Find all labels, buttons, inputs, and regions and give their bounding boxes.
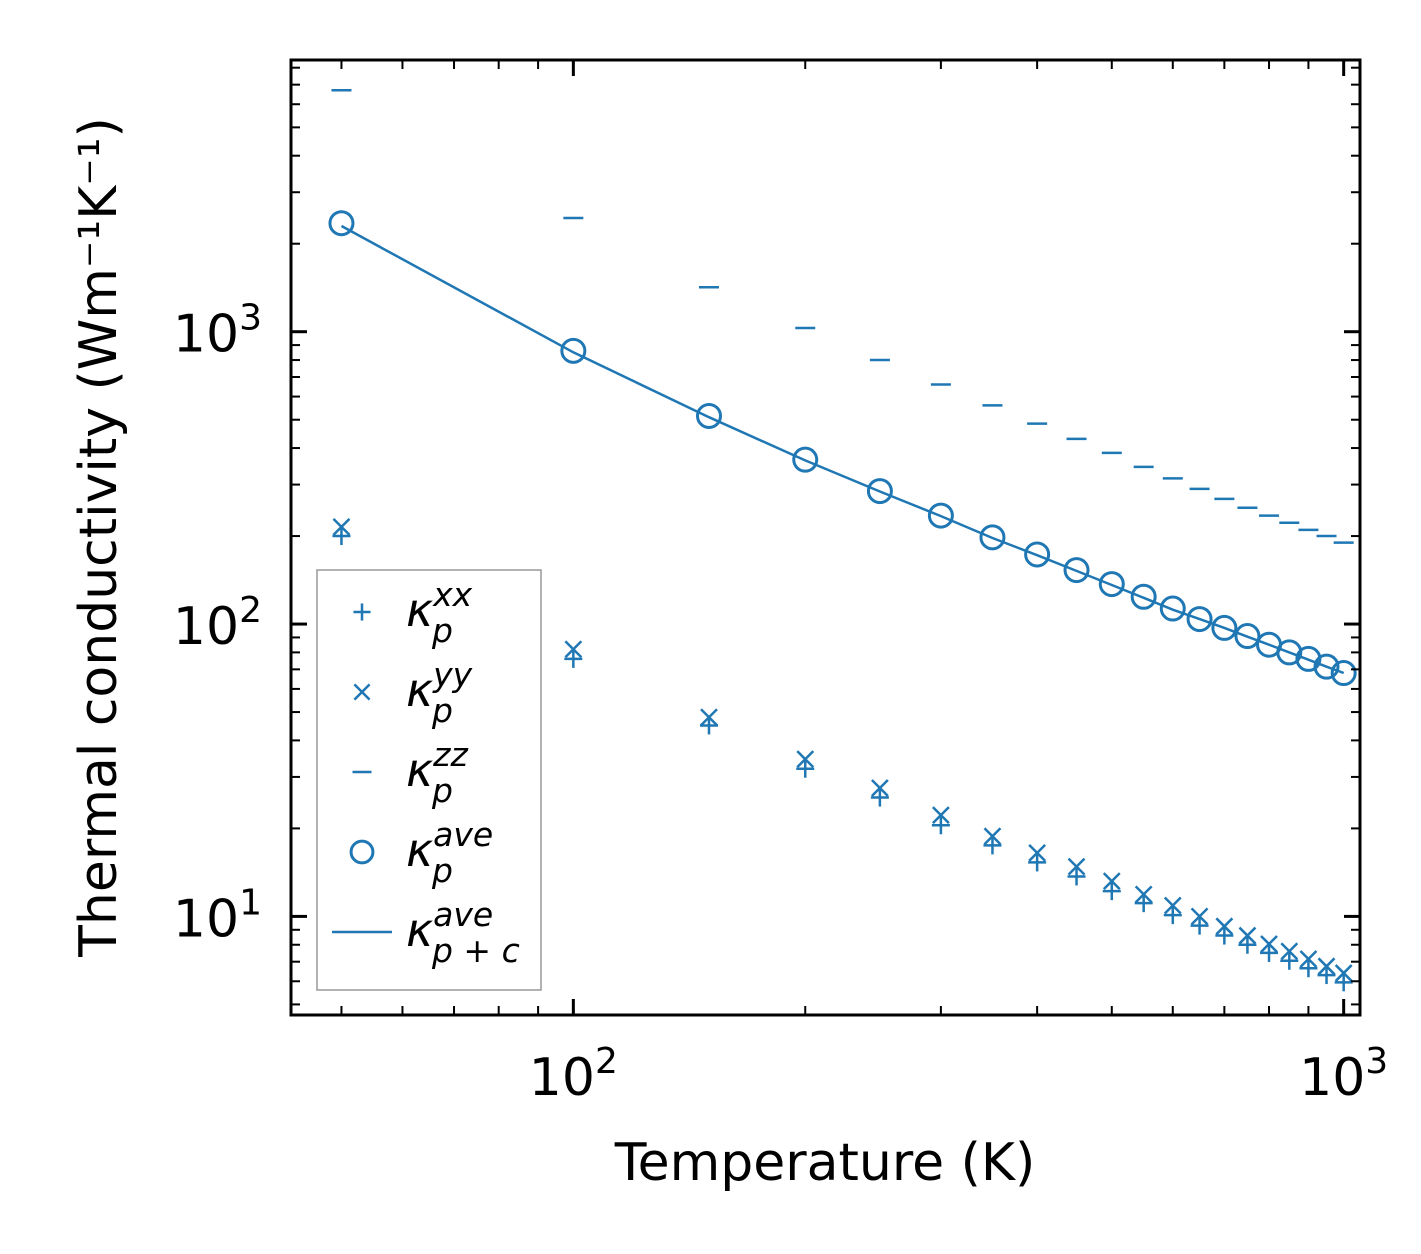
- data-point-s1-18: [1317, 957, 1336, 976]
- data-point-s0-8: [1067, 867, 1086, 886]
- data-point-s3-7: [1024, 541, 1051, 568]
- data-point-s3-9: [1098, 571, 1125, 598]
- data-point-s0-6: [983, 836, 1002, 855]
- data-point-s1-6: [983, 827, 1002, 846]
- legend-label-1: κyy p: [406, 655, 473, 730]
- data-point-s1-15: [1260, 935, 1278, 953]
- data-point-s3-18: [1313, 653, 1340, 680]
- data-point-s1-4: [871, 779, 889, 797]
- legend-marker-3: [349, 839, 375, 865]
- legend-label-4: κave p + c: [406, 895, 520, 970]
- data-point-s3-0: [328, 210, 355, 237]
- data-point-s1-5: [932, 806, 950, 825]
- data-point-s0-13: [1215, 926, 1234, 945]
- legend-marker-1: [353, 683, 371, 701]
- data-point-s3-19: [1330, 660, 1357, 687]
- data-point-s1-17: [1299, 950, 1318, 968]
- data-point-s3-12: [1186, 606, 1213, 633]
- data-point-s0-12: [1190, 916, 1209, 935]
- x-tick-label: 102: [529, 1041, 618, 1108]
- data-point-s0-0: [332, 527, 351, 546]
- data-point-s0-16: [1280, 951, 1299, 970]
- data-point-s1-7: [1028, 843, 1047, 862]
- data-point-s0-10: [1134, 894, 1153, 913]
- y-axis-label: Thermal conductivity (Wm⁻¹K⁻¹): [69, 117, 129, 958]
- y-tick-label: 103: [173, 298, 262, 365]
- data-point-s1-1: [564, 640, 583, 659]
- x-axis-label: Temperature (K): [614, 1133, 1036, 1193]
- data-point-s1-9: [1102, 872, 1121, 891]
- series-line-4: [340, 224, 1345, 675]
- data-point-s1-0: [332, 517, 351, 536]
- data-point-s1-12: [1190, 907, 1209, 926]
- legend-label-3: κave p: [406, 815, 493, 890]
- data-point-s3-11: [1159, 595, 1186, 622]
- data-point-s0-15: [1260, 943, 1279, 962]
- data-point-s3-8: [1063, 557, 1090, 584]
- data-point-s0-4: [870, 788, 889, 807]
- data-point-s1-11: [1163, 896, 1182, 915]
- data-point-s3-5: [927, 502, 954, 529]
- data-point-s0-19: [1334, 973, 1353, 992]
- data-point-s3-14: [1234, 623, 1261, 650]
- x-tick-label: 103: [1299, 1041, 1388, 1108]
- legend-label-0: κxx p: [406, 575, 473, 650]
- data-point-s1-14: [1238, 926, 1257, 945]
- data-point-s0-3: [796, 759, 815, 778]
- y-tick-label: 101: [173, 882, 262, 949]
- data-point-s0-11: [1163, 906, 1182, 925]
- data-point-s0-14: [1238, 935, 1257, 954]
- data-point-s1-10: [1134, 885, 1153, 904]
- data-point-s3-1: [560, 337, 587, 364]
- data-point-s0-1: [564, 649, 583, 668]
- data-point-s3-2: [695, 402, 722, 429]
- data-point-s3-6: [979, 524, 1006, 551]
- tick-labels: 102 103 101 102 103: [173, 298, 1388, 1108]
- data-point-s3-3: [792, 446, 819, 473]
- data-point-s0-17: [1299, 959, 1318, 978]
- data-point-s3-13: [1211, 614, 1238, 641]
- data-point-s0-18: [1317, 966, 1336, 985]
- y-tick-label: 102: [173, 590, 262, 657]
- data-point-s0-2: [699, 716, 718, 735]
- data-point-s0-7: [1028, 853, 1047, 872]
- data-point-s1-19: [1334, 964, 1353, 982]
- legend-frame: [316, 569, 542, 991]
- data-point-s3-4: [866, 478, 893, 505]
- data-point-s1-2: [700, 708, 718, 727]
- data-point-s3-10: [1130, 583, 1157, 610]
- data-point-s1-8: [1067, 857, 1086, 876]
- data-point-s0-5: [931, 816, 950, 835]
- legend-label-2: κzz p: [406, 735, 468, 810]
- data-marks: [328, 88, 1357, 992]
- data-point-s0-9: [1102, 882, 1121, 901]
- data-point-s1-16: [1280, 942, 1299, 961]
- legend-marker-0: [353, 603, 371, 621]
- plot-frame: [289, 58, 1362, 1017]
- data-point-s1-3: [796, 750, 815, 769]
- data-point-s1-13: [1215, 917, 1234, 936]
